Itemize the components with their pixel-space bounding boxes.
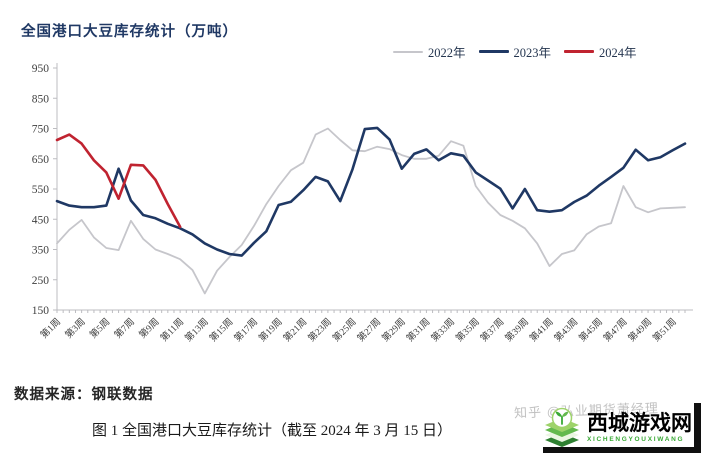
y-tick-label: 150 (32, 305, 50, 317)
legend-item-2023: 2023年 (478, 42, 552, 61)
series-line-2024 (55, 133, 182, 229)
series-line-2023 (55, 126, 687, 257)
x-tick-label: 第41周 (527, 316, 556, 345)
x-tick-label: 第7周 (112, 316, 137, 341)
x-tick-label: 第51周 (650, 316, 679, 345)
logo-text-block: 西城游戏网 XICHENGYOUXIWANG (587, 411, 692, 444)
legend-item-2022: 2022年 (393, 42, 466, 61)
series-line-2022 (56, 127, 686, 295)
y-tick-label: 550 (32, 184, 50, 196)
x-tick-label: 第23周 (305, 316, 334, 345)
legend-label: 2023年 (513, 46, 552, 60)
x-axis: 第1周 第3周 第5周 第7周 第9周第11周第13周第15周第17周第19周第21周第… (38, 309, 693, 345)
y-tick-label: 450 (32, 214, 50, 226)
y-axis: 150 250 350 450 550 650 750 850 950 (32, 63, 58, 317)
x-tick-label: 第27周 (355, 316, 384, 345)
x-tick-label: 第25周 (330, 316, 359, 345)
y-tick-label: 650 (32, 154, 50, 166)
y-tick-label: 950 (32, 63, 50, 75)
y-tick-label: 250 (32, 275, 50, 287)
logo-name: 西城游戏网 (587, 411, 692, 435)
x-tick-label: 第11周 (158, 316, 186, 344)
x-tick-label: 第13周 (182, 316, 211, 345)
frame-bottom-bar (543, 447, 701, 453)
x-tick-label: 第29周 (379, 316, 408, 345)
frame-right-bar (694, 403, 701, 453)
layered-sprout-icon (545, 407, 579, 447)
legend-swatch (393, 50, 423, 53)
legend-label: 2024年 (599, 46, 637, 60)
x-tick-label: 第1周 (38, 316, 63, 341)
x-tick-label: 第33周 (429, 316, 458, 345)
x-tick-label: 第21周 (281, 316, 310, 345)
logo-subtext: XICHENGYOUXIWANG (587, 436, 685, 444)
x-tick-label: 第3周 (62, 316, 87, 341)
x-tick-label: 第47周 (601, 316, 630, 345)
x-tick-label: 第9周 (136, 316, 161, 341)
legend-swatch (564, 50, 595, 53)
legend-label: 2022年 (428, 46, 466, 60)
y-tick-label: 750 (32, 124, 50, 136)
x-tick-label: 第39周 (502, 316, 531, 345)
x-tick-label: 第19周 (256, 316, 285, 345)
x-tick-label: 第35周 (453, 316, 482, 345)
data-source-note: 数据来源：钢联数据 (14, 387, 154, 403)
chart-legend: 2022年 2023年 2024年 (393, 42, 637, 61)
figure-caption: 图 1 全国港口大豆库存统计（截至 2024 年 3 月 15 日） (92, 423, 453, 439)
x-tick-label: 第15周 (207, 316, 236, 345)
x-tick-label: 第45周 (576, 316, 605, 345)
y-tick-label: 350 (32, 245, 50, 257)
legend-item-2024: 2024年 (564, 42, 637, 61)
x-tick-label: 第43周 (552, 316, 581, 345)
y-tick-label: 850 (32, 93, 50, 105)
legend-swatch (478, 50, 509, 53)
site-logo: 西城游戏网 XICHENGYOUXIWANG (543, 407, 692, 449)
x-tick-label: 第49周 (626, 316, 655, 345)
x-tick-label: 第37周 (478, 316, 507, 345)
x-tick-label: 第31周 (404, 316, 433, 345)
chart-title: 全国港口大豆库存统计（万吨） (21, 24, 238, 40)
x-tick-label: 第17周 (231, 316, 260, 345)
soybean-inventory-line-chart: 150250350450550650750850950第1周 第3周 第5周 第7周第… (32, 63, 693, 345)
x-tick-label: 第5周 (87, 316, 112, 341)
